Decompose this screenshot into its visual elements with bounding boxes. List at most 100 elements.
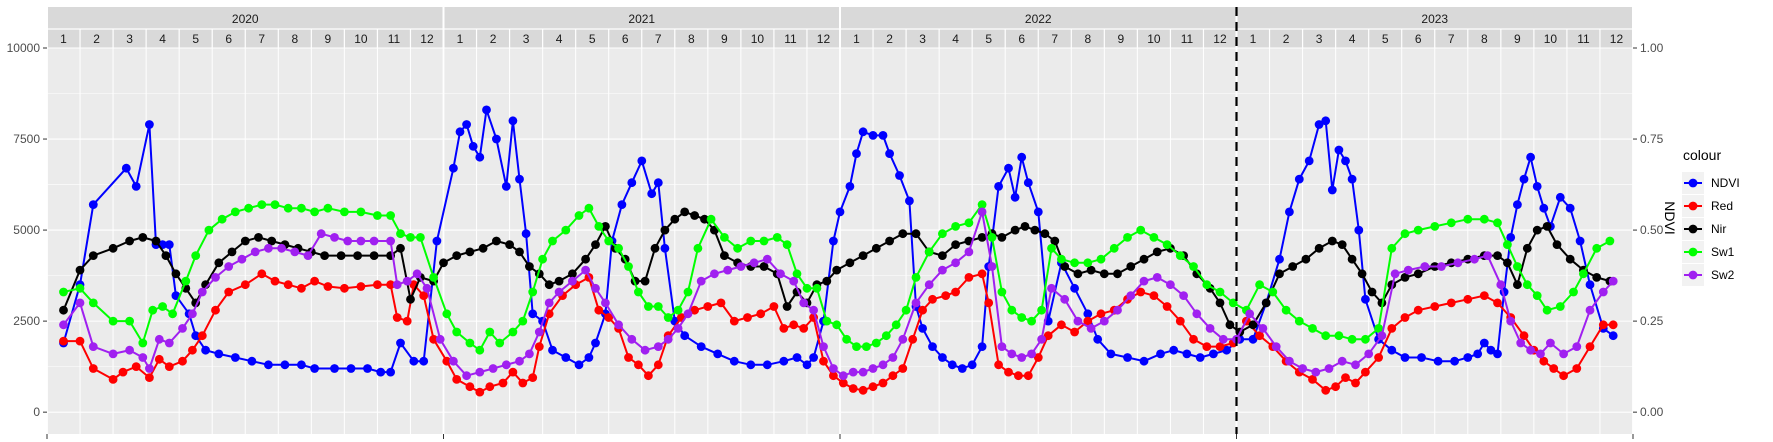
data-point bbox=[1403, 265, 1413, 275]
data-point bbox=[412, 269, 422, 279]
data-point bbox=[994, 182, 1003, 191]
data-point bbox=[858, 385, 868, 395]
month-strip bbox=[443, 29, 477, 48]
data-point bbox=[604, 236, 614, 246]
year-strip bbox=[840, 7, 1237, 29]
month-strip bbox=[1269, 29, 1303, 48]
month-strip-label: 4 bbox=[952, 32, 959, 46]
data-point bbox=[690, 211, 699, 220]
data-point bbox=[743, 313, 752, 322]
data-point bbox=[1598, 320, 1608, 330]
data-point bbox=[1007, 349, 1017, 359]
data-point bbox=[1361, 367, 1370, 377]
data-point bbox=[964, 218, 974, 228]
year-strip-label: 2020 bbox=[232, 12, 259, 26]
data-point bbox=[1083, 258, 1093, 268]
data-point bbox=[703, 302, 713, 311]
data-point bbox=[396, 338, 405, 348]
data-point bbox=[171, 269, 181, 279]
data-point bbox=[848, 384, 858, 393]
data-point bbox=[1400, 273, 1410, 282]
data-point bbox=[924, 280, 934, 290]
data-point bbox=[297, 203, 306, 213]
data-point bbox=[650, 243, 660, 253]
data-point bbox=[938, 229, 947, 239]
data-point bbox=[1430, 222, 1440, 231]
month-strip bbox=[146, 29, 180, 48]
month-strip-label: 9 bbox=[721, 32, 728, 46]
data-point bbox=[257, 200, 267, 210]
data-point bbox=[759, 236, 769, 246]
data-point bbox=[653, 302, 663, 311]
data-point bbox=[554, 287, 564, 297]
month-strip-label: 12 bbox=[1610, 32, 1624, 46]
data-point bbox=[653, 342, 663, 351]
year-strip-label: 2023 bbox=[1421, 12, 1448, 26]
data-point bbox=[898, 229, 908, 239]
data-point bbox=[197, 287, 207, 297]
data-point bbox=[1099, 269, 1109, 279]
data-point bbox=[1023, 178, 1033, 188]
data-point bbox=[938, 353, 947, 362]
month-strip-label: 2 bbox=[93, 32, 100, 46]
data-point bbox=[819, 342, 828, 351]
data-point bbox=[964, 273, 974, 282]
data-point bbox=[125, 345, 134, 355]
data-point bbox=[1327, 185, 1337, 195]
data-point bbox=[59, 336, 68, 346]
data-point bbox=[789, 320, 799, 330]
month-strip bbox=[1401, 29, 1435, 48]
data-point bbox=[518, 378, 528, 388]
month-strip bbox=[740, 29, 774, 48]
data-point bbox=[1040, 229, 1050, 239]
data-point bbox=[452, 251, 462, 260]
data-point bbox=[247, 356, 257, 366]
data-point bbox=[217, 214, 227, 224]
year-strip bbox=[443, 7, 840, 29]
data-point bbox=[178, 356, 187, 366]
data-point bbox=[769, 302, 779, 311]
data-point bbox=[488, 364, 498, 373]
grid-lines bbox=[46, 47, 1634, 434]
month-strip bbox=[939, 29, 973, 48]
data-point bbox=[1559, 371, 1568, 381]
data-point bbox=[624, 353, 633, 362]
data-point bbox=[700, 214, 709, 224]
data-point bbox=[402, 276, 412, 286]
data-point bbox=[829, 236, 838, 246]
data-point bbox=[439, 258, 448, 268]
data-point bbox=[419, 356, 429, 366]
y-right-tick-label: 0.25 bbox=[1640, 314, 1664, 328]
data-point bbox=[938, 265, 947, 275]
data-point bbox=[637, 156, 647, 166]
data-point bbox=[683, 287, 693, 297]
data-point bbox=[977, 200, 987, 210]
y-left-tick-label: 5000 bbox=[13, 223, 40, 237]
data-point bbox=[776, 269, 785, 279]
month-strip bbox=[773, 29, 807, 48]
data-point bbox=[416, 233, 425, 242]
data-point bbox=[1314, 243, 1324, 253]
data-point bbox=[835, 207, 845, 217]
data-point bbox=[947, 360, 957, 370]
data-point bbox=[1225, 320, 1235, 330]
data-point bbox=[442, 309, 452, 319]
data-point bbox=[858, 251, 868, 260]
month-strip bbox=[1533, 29, 1567, 48]
data-point bbox=[663, 334, 673, 344]
data-point bbox=[478, 243, 488, 253]
data-point bbox=[696, 276, 706, 286]
data-point bbox=[720, 233, 729, 242]
y-left-tick-label: 7500 bbox=[13, 132, 40, 146]
data-point bbox=[911, 229, 921, 239]
data-point bbox=[1522, 280, 1532, 290]
data-point bbox=[885, 236, 894, 246]
year-strip-label: 2022 bbox=[1025, 12, 1052, 26]
data-point bbox=[822, 316, 832, 326]
data-point bbox=[1228, 298, 1238, 308]
data-point bbox=[1136, 225, 1146, 235]
data-point bbox=[1010, 225, 1020, 235]
data-point bbox=[584, 353, 594, 362]
data-point bbox=[280, 360, 290, 370]
